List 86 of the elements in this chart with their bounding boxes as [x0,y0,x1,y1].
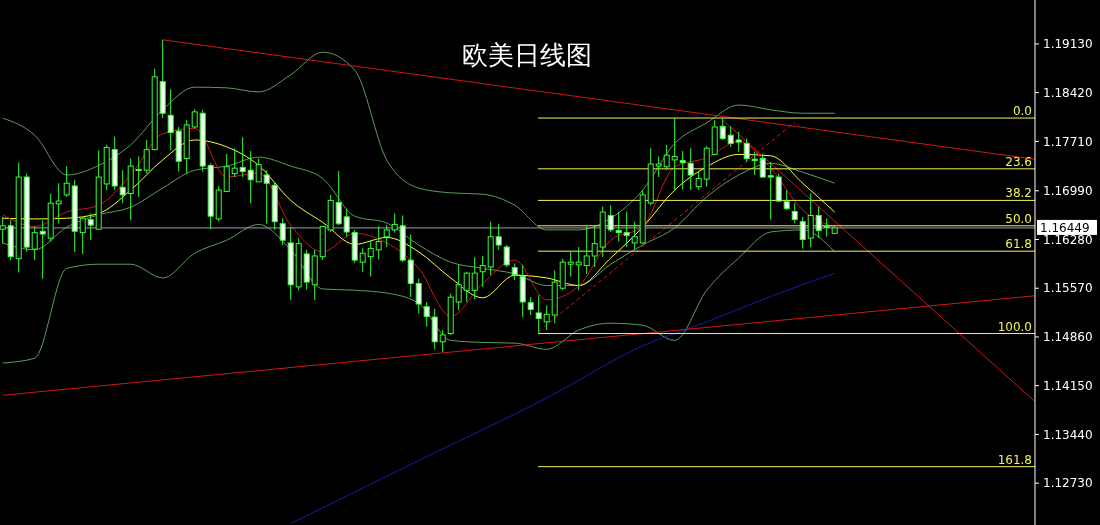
candlestick [55,182,62,225]
candlestick [463,271,470,303]
candlestick [279,217,286,246]
candlestick [823,217,830,238]
candlestick [471,256,478,300]
line-series [2,139,836,299]
candlestick [239,136,246,178]
candlestick [335,170,342,226]
candlestick [815,206,822,239]
candlestick [455,264,462,311]
candlestick [727,125,734,148]
candlestick [415,278,422,315]
candlestick [263,169,270,225]
candlestick [679,150,686,190]
candlestick [391,212,398,234]
candlestick [119,169,126,204]
y-tick-label: 1.13440 [1043,427,1093,442]
candlestick [31,225,38,261]
candlestick [231,147,238,178]
candlestick [759,153,766,179]
line-series [2,156,836,286]
candlestick [479,255,486,288]
candlestick [503,244,510,268]
candlestick [791,202,798,224]
candlestick [0,216,6,245]
candlestick [143,139,150,175]
annotation: 38.2 [1005,186,1032,201]
y-tick-label: 1.19130 [1043,37,1093,52]
candlestick [575,246,582,291]
candlestick [751,151,758,176]
y-tick-label: 1.17710 [1043,134,1093,149]
candlestick [63,165,70,198]
candlestick [567,251,574,278]
annotation: 100.0 [997,319,1032,334]
candlestick [799,216,806,249]
candlestick [439,329,446,353]
candlestick [367,239,374,278]
y-tick-label: 1.18420 [1043,85,1093,100]
candlestick [583,225,590,275]
candlestick [375,225,382,260]
annotation: 0.0 [1012,104,1032,119]
candlestick [671,117,678,191]
candlestick [591,225,598,268]
candlestick [87,212,94,241]
candlestick [343,208,350,238]
annotation: 161.8 [997,452,1032,467]
candlestick [631,221,638,251]
y-tick-label: 1.14860 [1043,330,1093,345]
candlestick [687,147,694,191]
candlestick [167,88,174,151]
candlestick [607,204,614,233]
text: 欧美日线图 [462,40,592,70]
annotation: 61.8 [1005,237,1032,252]
candlestick [135,155,142,198]
annotation: 23.6 [1005,154,1032,169]
candlestick [535,294,542,335]
candlestick [543,304,550,331]
candlestick [359,247,366,273]
candlestick [423,301,430,328]
y-tick-label: 1.16280 [1043,232,1093,247]
candlestick [807,193,814,248]
candlestick [743,138,750,163]
candlestick [655,155,662,178]
candlestick [255,158,262,183]
annotation: 50.0 [1005,211,1032,226]
candlestick [783,189,790,211]
candlestick [663,144,670,171]
candlestick [79,216,86,255]
candlestick [407,234,414,298]
candlestick [719,117,726,141]
y-tick-label: 1.16990 [1043,183,1093,198]
y-tick-label: 1.14150 [1043,378,1093,393]
candlestick [39,219,46,280]
ref-line-label: 1.16449 [1040,220,1090,235]
candlestick [383,224,390,248]
line-series [2,223,836,364]
y-tick-label: 1.15570 [1043,281,1093,296]
candlestick [247,150,254,204]
candlestick [495,223,502,251]
candlestick [695,171,702,191]
y-tick-label: 1.12730 [1043,476,1093,491]
candlestick [623,211,630,248]
line-series [290,272,836,525]
candlestick [767,161,774,221]
candlestick [735,131,742,153]
candlestick [615,211,622,243]
